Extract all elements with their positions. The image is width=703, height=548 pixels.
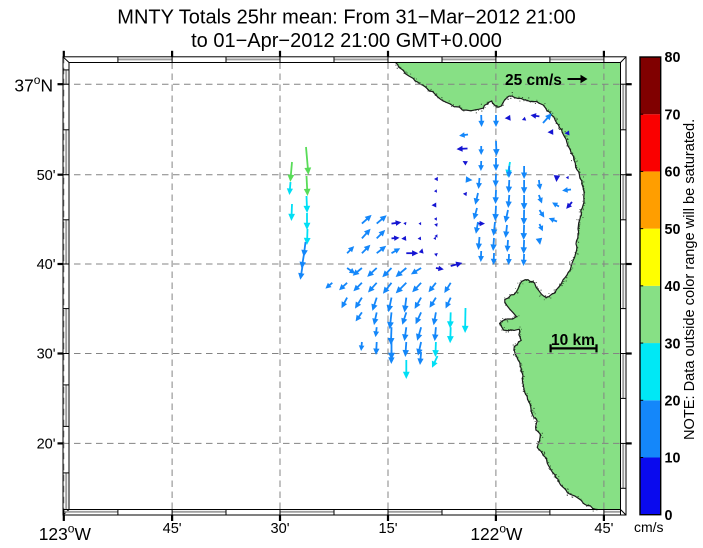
svg-text:30': 30' <box>37 347 56 363</box>
svg-text:60: 60 <box>665 165 681 181</box>
svg-text:40: 40 <box>665 279 681 295</box>
svg-text:10 km: 10 km <box>551 332 595 349</box>
svg-text:80: 80 <box>665 50 681 66</box>
svg-text:MNTY Totals 25hr mean: From 31: MNTY Totals 25hr mean: From 31−Mar−2012 … <box>117 7 575 29</box>
svg-text:15': 15' <box>378 521 397 537</box>
svg-text:45': 45' <box>594 521 613 537</box>
svg-text:cm/s: cm/s <box>634 519 664 535</box>
svg-text:50: 50 <box>665 222 681 238</box>
svg-text:10: 10 <box>665 451 681 467</box>
svg-text:123oW: 123oW <box>39 522 92 544</box>
svg-text:122oW: 122oW <box>470 522 523 544</box>
svg-text:0: 0 <box>665 508 673 524</box>
svg-text:37oN: 37oN <box>14 73 53 95</box>
svg-text:30': 30' <box>270 521 289 537</box>
svg-text:to 01−Apr−2012 21:00 GMT+0.000: to 01−Apr−2012 21:00 GMT+0.000 <box>191 30 502 52</box>
svg-text:20: 20 <box>665 394 681 410</box>
svg-text:50': 50' <box>37 168 56 184</box>
svg-text:40': 40' <box>37 257 56 273</box>
svg-text:NOTE: Data outside color range: NOTE: Data outside color range will be s… <box>682 119 698 440</box>
svg-text:45': 45' <box>163 521 182 537</box>
svg-text:20': 20' <box>37 437 56 453</box>
svg-text:30: 30 <box>665 336 681 352</box>
svg-text:25 cm/s: 25 cm/s <box>505 72 562 89</box>
svg-text:70: 70 <box>665 107 681 123</box>
